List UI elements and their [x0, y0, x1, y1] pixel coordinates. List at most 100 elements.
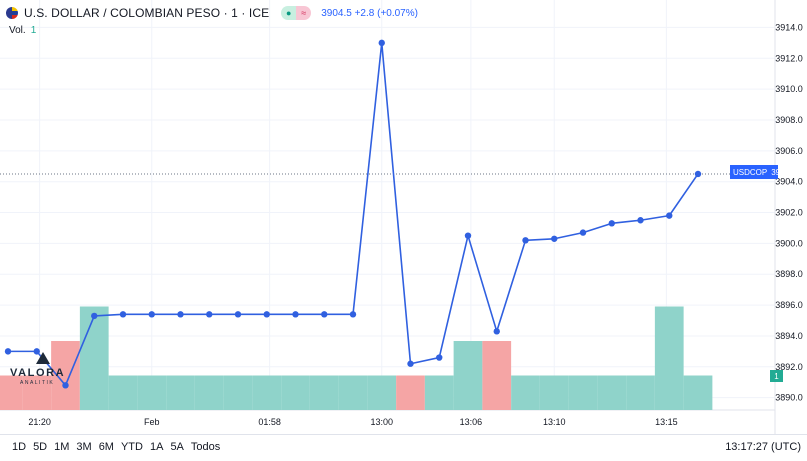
volume-bar: [654, 306, 684, 410]
volume-bar: [539, 375, 569, 410]
price-tag: USDCOP 3904.5: [730, 165, 796, 179]
price-line: [8, 42, 699, 387]
y-tick-label: 3900.0: [775, 238, 803, 248]
y-tick-label: 3910.0: [775, 84, 803, 94]
x-tick-label: 13:00: [370, 417, 393, 427]
usd-cop-flag-icon: [6, 7, 18, 19]
market-open-icon[interactable]: ●: [281, 6, 297, 20]
x-tick-label: 01:58: [258, 417, 281, 427]
price-point: [148, 311, 155, 318]
x-tick-label: Feb: [144, 417, 160, 427]
volume-bar: [309, 375, 339, 410]
bottom-toolbar: 1D 5D 1M 3M 6M YTD 1A 5A Todos 13:17:27 (UTC): [0, 434, 807, 461]
price-point: [551, 235, 558, 242]
price-point: [263, 311, 270, 318]
market-status[interactable]: ● ≈: [281, 6, 312, 20]
range-button-5a[interactable]: 5A: [170, 441, 184, 453]
volume-bar: [194, 375, 224, 410]
price-point: [349, 311, 357, 318]
price-change: +2.8: [354, 7, 375, 19]
range-button-1a[interactable]: 1A: [149, 441, 164, 453]
volume-value: 1: [30, 25, 37, 36]
timezone-clock[interactable]: 13:17:27 (UTC): [725, 441, 801, 453]
price-point: [637, 217, 644, 224]
range-button-3m[interactable]: 3M: [76, 441, 92, 453]
range-button-1m[interactable]: 1M: [54, 441, 70, 453]
date-range-selector: 1D 5D 1M 3M 6M YTD 1A 5A Todos: [12, 441, 227, 453]
quote-values: 3904.5 +2.8 (+0.07%): [321, 8, 418, 19]
y-tick-label: 3894.0: [775, 331, 803, 341]
y-tick-label: 3906.0: [775, 146, 803, 156]
volume-tag: 1: [770, 370, 783, 382]
volume-bar: [597, 375, 627, 410]
range-button-todos[interactable]: Todos: [190, 441, 221, 453]
price-point: [206, 311, 213, 318]
volume-bar: [683, 375, 713, 410]
price-tag-value: 3904.5: [771, 167, 796, 177]
logo-subtext: ANALITIK: [20, 380, 55, 386]
volume-legend[interactable]: Vol. 1: [9, 25, 36, 36]
volume-bar: [453, 341, 483, 410]
volume-bar: [424, 375, 454, 410]
volume-bar: [137, 375, 167, 410]
y-tick-label: 3914.0: [775, 22, 803, 32]
price-point: [4, 348, 12, 355]
volume-bar: [51, 341, 80, 410]
range-button-1d[interactable]: 1D: [12, 441, 27, 453]
x-tick-label: 13:06: [460, 417, 483, 427]
y-tick-label: 3892.0: [775, 362, 803, 372]
x-tick-label: 13:10: [543, 417, 566, 427]
volume-bar: [223, 375, 253, 410]
volume-bar: [626, 375, 655, 410]
price-point: [378, 39, 385, 47]
y-tick-label: 3912.0: [775, 53, 803, 63]
volume-bar: [166, 375, 195, 410]
volume-bar: [79, 306, 109, 410]
range-button-6m[interactable]: 6M: [98, 441, 114, 453]
volume-bar: [396, 375, 425, 410]
volume-bar: [367, 375, 397, 410]
price-point: [62, 382, 69, 389]
price-point: [119, 311, 127, 318]
price-point: [234, 311, 242, 318]
y-tick-label: 3904.0: [775, 177, 803, 187]
volume-label: Vol.: [9, 25, 26, 36]
volume-bar: [338, 375, 368, 410]
price-tag-symbol: USDCOP: [733, 167, 768, 177]
range-button-5d[interactable]: 5D: [33, 441, 48, 453]
symbol-title[interactable]: U.S. DOLLAR / COLOMBIAN PESO · 1 · ICE: [24, 6, 270, 20]
y-tick-label: 3896.0: [775, 300, 803, 310]
y-tick-label: 3902.0: [775, 208, 803, 218]
price-point: [177, 311, 184, 318]
volume-bar: [568, 375, 598, 410]
volume-bar: [511, 375, 540, 410]
price-point: [91, 312, 98, 320]
logo-triangle-icon: [36, 352, 50, 364]
price-point: [436, 354, 443, 361]
x-tick-label: 21:20: [28, 417, 51, 427]
volume-bar: [281, 375, 310, 410]
price-point: [666, 212, 673, 219]
volume-bar: [482, 341, 512, 410]
logo-text: VALORA: [10, 367, 66, 379]
y-tick-label: 3890.0: [775, 393, 803, 403]
last-price: 3904.5: [321, 7, 352, 19]
delayed-data-icon[interactable]: ≈: [296, 6, 312, 20]
price-point: [522, 237, 529, 244]
symbol-legend: U.S. DOLLAR / COLOMBIAN PESO · 1 · ICE ●…: [6, 5, 418, 21]
range-button-ytd[interactable]: YTD: [120, 441, 143, 453]
price-point: [292, 311, 299, 318]
price-point: [493, 328, 500, 335]
volume-bar: [252, 375, 282, 410]
x-tick-label: 13:15: [655, 417, 678, 427]
price-point: [608, 220, 615, 227]
price-point: [407, 360, 414, 367]
price-change-percent: (+0.07%): [377, 7, 418, 19]
price-point: [321, 311, 328, 318]
price-point: [694, 170, 702, 178]
volume-bar: [22, 375, 52, 410]
valora-logo: VALORA ANALITIK: [10, 352, 90, 392]
volume-bar: [0, 375, 23, 410]
y-tick-label: 3908.0: [775, 115, 803, 125]
